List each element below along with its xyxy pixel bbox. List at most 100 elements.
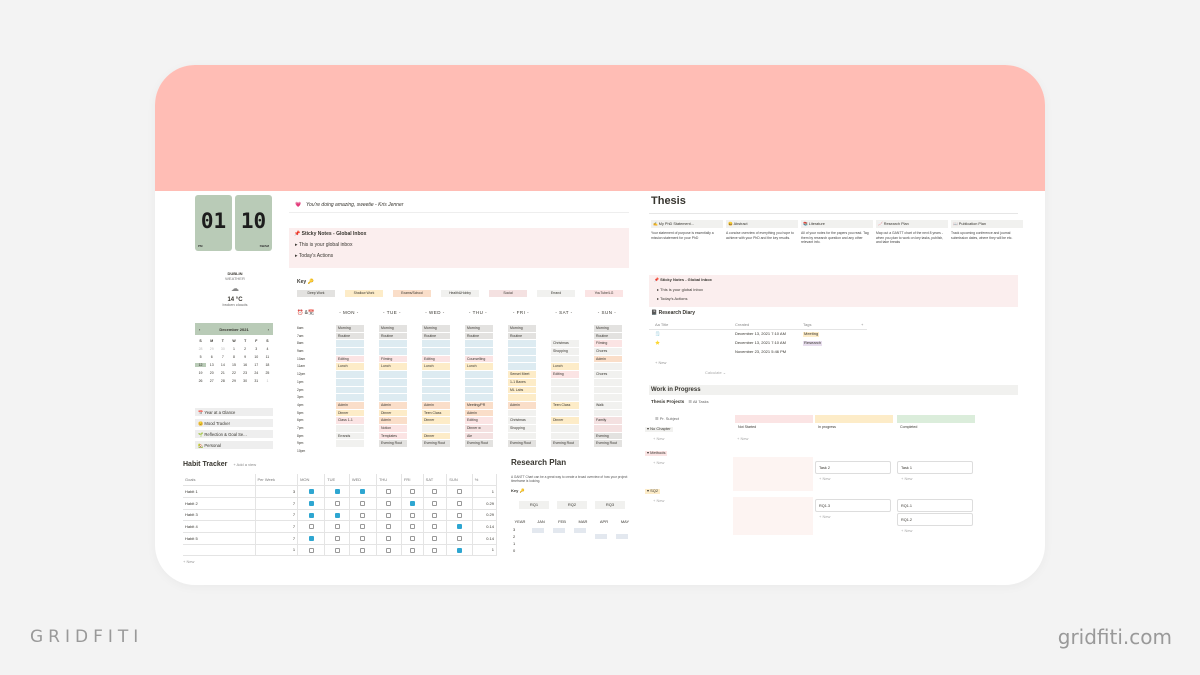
calendar-day[interactable]: 8 [233,355,235,359]
schedule-slot[interactable] [465,371,493,379]
calendar-day[interactable]: 21 [220,371,225,375]
habit-checkbox[interactable] [360,512,366,518]
thesis-card-title[interactable]: 📖 Publication Plan [951,220,1023,228]
calendar-day[interactable]: 4 [266,347,269,351]
schedule-slot[interactable]: Christmas [551,340,579,349]
wip-filter[interactable]: ☰ All Tasks [688,399,709,404]
schedule-slot[interactable]: Dinner w [465,424,493,433]
calendar-day[interactable]: 30 [220,347,225,351]
chevron-right-icon[interactable]: › [267,326,269,332]
schedule-slot[interactable] [465,448,493,456]
calendar-day[interactable]: 28 [198,347,203,351]
calendar-day[interactable]: 18 [265,363,270,367]
schedule-slot[interactable] [508,432,536,441]
schedule-slot[interactable]: Dinner [422,432,450,441]
schedule-slot[interactable] [551,355,579,364]
calendar-day[interactable]: 11 [265,355,270,359]
schedule-slot[interactable] [594,448,622,456]
schedule-slot[interactable]: Admin [379,401,407,410]
group-new-button[interactable]: + New [653,498,665,503]
schedule-slot[interactable] [594,424,622,433]
calendar-day[interactable]: 17 [254,363,259,367]
schedule-slot[interactable] [379,371,407,379]
thesis-card-title[interactable]: 😀 Abstract [726,220,798,228]
habit-checkbox[interactable] [409,524,415,530]
schedule-slot[interactable]: Morning [422,325,450,333]
thesis-card-title[interactable]: 📚 Literature [801,220,873,228]
schedule-slot[interactable]: Family [594,417,622,425]
kanban-card[interactable]: Task 1 [897,461,973,474]
schedule-slot[interactable]: Evening Rout [551,440,579,448]
schedule-slot[interactable]: Dinner [379,409,407,418]
schedule-slot[interactable]: Morning [508,325,536,333]
schedule-slot[interactable] [422,378,450,387]
habit-checkbox[interactable] [409,536,415,541]
schedule-slot[interactable]: Editing [465,417,493,425]
habit-name[interactable]: Habit 2 [183,497,256,510]
schedule-slot[interactable]: Meeting/PR [465,401,493,410]
schedule-slot[interactable]: Counselling [465,355,493,364]
calendar-day[interactable]: 5 [199,355,202,359]
schedule-slot[interactable] [336,386,364,395]
thesis-card-title[interactable]: 📈 Research Plan [876,220,948,228]
schedule-slot[interactable]: Morning [465,325,493,333]
calendar-day[interactable]: 13 [209,363,214,367]
habit-checkbox[interactable] [457,524,462,530]
habit-checkbox[interactable] [334,547,340,553]
habit-checkbox[interactable] [308,524,314,530]
chevron-left-icon[interactable]: ‹ [199,326,201,332]
schedule-slot[interactable]: Errands [336,432,364,441]
habit-checkbox[interactable] [409,500,415,506]
habit-checkbox[interactable] [334,489,340,495]
schedule-slot[interactable]: Christmas [508,417,536,425]
habit-checkbox[interactable] [308,547,314,553]
calendar-day[interactable]: 28 [220,379,225,383]
schedule-slot[interactable]: Admin [594,355,622,364]
schedule-slot[interactable]: Admin [379,417,407,425]
schedule-slot[interactable] [465,378,493,387]
schedule-slot[interactable] [551,378,579,387]
schedule-slot[interactable]: Evening Rout [465,440,493,448]
habit-checkbox[interactable] [386,536,392,541]
habit-checkbox[interactable] [360,524,366,530]
add-view-button[interactable]: + Add a view [233,462,257,467]
habit-checkbox[interactable] [386,524,392,530]
habit-name[interactable] [183,544,256,557]
schedule-slot[interactable]: Evening Rout [379,440,407,448]
schedule-slot[interactable] [551,448,579,456]
habit-checkbox[interactable] [334,500,340,506]
menu-item[interactable]: 📅 Year at a Glance [195,408,273,417]
schedule-slot[interactable]: Filming [379,355,407,364]
schedule-slot[interactable]: Evening Rout [594,440,622,448]
habit-checkbox[interactable] [334,536,340,541]
calendar-day[interactable]: 15 [232,363,236,367]
calendar-day[interactable]: 27 [209,379,214,383]
column-new-button[interactable]: + New [901,528,913,533]
habit-checkbox[interactable] [386,489,392,495]
board-group[interactable]: ▾ Methods [645,450,668,456]
kanban-card[interactable]: Task 2 [815,461,891,474]
habit-checkbox[interactable] [308,500,314,506]
habit-checkbox[interactable] [432,524,438,530]
column-new-button[interactable]: + New [901,476,913,481]
schedule-slot[interactable] [551,332,579,341]
schedule-slot[interactable]: Morning [379,325,407,333]
schedule-slot[interactable] [336,340,364,349]
habit-checkbox[interactable] [457,489,462,495]
habit-checkbox[interactable] [386,500,392,506]
schedule-slot[interactable] [551,424,579,433]
schedule-slot[interactable]: Routine [379,332,407,341]
schedule-slot[interactable]: Dinner [336,409,364,418]
calendar-day[interactable]: 9 [244,355,247,359]
schedule-slot[interactable]: Lunch [551,363,579,372]
diary-calculate[interactable]: Calculate ⌄ [705,370,727,375]
thesis-sticky-item-1[interactable]: ▸ This is your global inbox [657,287,703,292]
habit-checkbox[interactable] [432,489,438,495]
schedule-slot[interactable] [508,340,536,349]
schedule-slot[interactable] [422,340,450,349]
schedule-slot[interactable] [336,448,364,456]
calendar-day[interactable]: 24 [254,371,259,375]
schedule-slot[interactable] [508,363,536,372]
calendar-day[interactable]: 26 [198,379,203,383]
sticky-item-2[interactable]: ▸ Today's Actions [295,253,334,259]
